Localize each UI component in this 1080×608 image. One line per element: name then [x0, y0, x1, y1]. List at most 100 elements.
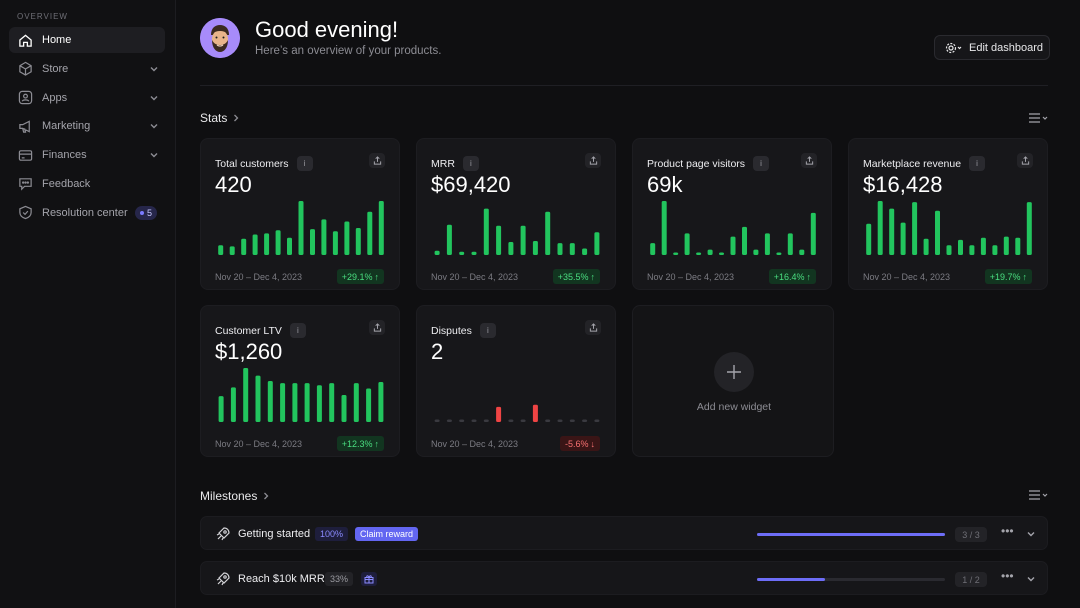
milestone-progress-fill: [757, 533, 945, 536]
sidebar-item-label: Home: [42, 34, 72, 46]
chart-bar: [471, 251, 477, 255]
chart-bar: [218, 245, 224, 255]
stat-card[interactable]: MRR i $69,420 Nov 20 – Dec 4, 2023 +35.5% ↑: [416, 138, 616, 290]
sidebar-item-apps[interactable]: Apps: [9, 85, 165, 111]
chart-bar: [304, 383, 310, 422]
stat-card-delta: +29.1% ↑: [336, 269, 384, 284]
stat-card-title-label: Total customers: [215, 157, 289, 170]
stat-card-title: Total customers i: [215, 156, 313, 171]
sidebar-item-home[interactable]: Home: [9, 27, 165, 53]
chart-bar: [545, 419, 551, 422]
chevron-down-icon[interactable]: [1026, 529, 1036, 539]
chart-bar: [316, 385, 322, 422]
sidebar-item-finances[interactable]: Finances: [9, 142, 165, 168]
info-icon[interactable]: i: [296, 156, 313, 171]
chart-bar: [969, 245, 975, 255]
sidebar-item-label: Marketing: [42, 120, 91, 133]
more-options-icon[interactable]: •••: [1001, 524, 1014, 538]
arrow-up-icon: ↑: [374, 271, 380, 282]
chart-bar: [332, 231, 338, 255]
page-title: Good evening!: [255, 17, 399, 42]
stat-card-delta: +16.4% ↑: [768, 269, 816, 284]
info-icon[interactable]: i: [289, 323, 306, 338]
sidebar-item-resolution-center[interactable]: Resolution center 5: [9, 200, 165, 226]
stat-card-title-label: Customer LTV: [215, 324, 282, 337]
gift-icon[interactable]: [361, 572, 377, 586]
chart-bar: [912, 202, 918, 255]
milestones-menu-icon[interactable]: [1028, 489, 1050, 501]
arrow-up-icon: ↑: [590, 271, 596, 282]
milestone-row[interactable]: Getting started 100% Claim reward 3 / 3 …: [200, 516, 1048, 550]
chart-bar: [866, 223, 872, 255]
edit-dashboard-button[interactable]: Edit dashboard: [934, 35, 1050, 60]
stat-card-date-range: Nov 20 – Dec 4, 2023: [431, 272, 519, 282]
share-icon[interactable]: [369, 320, 385, 335]
share-icon[interactable]: [369, 153, 385, 168]
milestones-section-title[interactable]: Milestones: [200, 489, 270, 503]
chart-bar: [787, 233, 793, 255]
shield-icon: [17, 205, 33, 221]
chevron-down-icon: [150, 153, 158, 158]
chart-bar: [696, 252, 702, 255]
chevron-right-icon: [264, 492, 269, 500]
info-icon[interactable]: i: [479, 323, 496, 338]
stat-card[interactable]: Marketplace revenue i $16,428 Nov 20 – Dec …: [848, 138, 1048, 290]
chart-bar: [252, 234, 258, 255]
chart-bar: [353, 383, 359, 422]
stat-card[interactable]: Total customers i 420 Nov 20 – Dec 4, 2023 +…: [200, 138, 400, 290]
sidebar-item-feedback[interactable]: Feedback: [9, 171, 165, 197]
stats-section-title[interactable]: Stats: [200, 111, 240, 125]
sidebar-nav: Home Store Apps Marketing: [9, 27, 165, 229]
info-icon[interactable]: i: [969, 156, 986, 171]
stat-card-value: 2: [431, 339, 444, 364]
info-icon[interactable]: i: [753, 156, 770, 171]
chart-bar: [434, 419, 440, 422]
stat-card[interactable]: Product page visitors i 69k Nov 20 – Dec 4,…: [632, 138, 832, 290]
claim-reward-button[interactable]: Claim reward: [355, 527, 419, 541]
sidebar-item-marketing[interactable]: Marketing: [9, 113, 165, 139]
stats-menu-icon[interactable]: [1028, 112, 1050, 124]
chart-bar: [267, 381, 273, 422]
stat-card-title-label: Disputes: [431, 324, 472, 337]
share-icon[interactable]: [585, 320, 601, 335]
chart-bar: [378, 201, 384, 255]
chart-bar: [344, 221, 350, 255]
milestone-progress: [757, 578, 945, 581]
chart-bar: [557, 243, 563, 255]
more-options-icon[interactable]: •••: [1001, 569, 1014, 583]
chart-bar: [900, 222, 906, 255]
stat-card-date-range: Nov 20 – Dec 4, 2023: [431, 439, 519, 449]
chart-bar: [367, 211, 373, 255]
chart-bar: [230, 387, 236, 422]
arrow-down-icon: ↓: [590, 438, 596, 449]
share-icon[interactable]: [801, 153, 817, 168]
stat-card[interactable]: Customer LTV i $1,260 Nov 20 – Dec 4, 2023 +…: [200, 305, 400, 457]
chart-bar: [321, 219, 327, 255]
sidebar-item-label: Feedback: [42, 177, 91, 190]
add-widget-card[interactable]: Add new widget: [632, 305, 834, 457]
chart-bar: [889, 208, 895, 255]
chart-bar: [275, 230, 281, 255]
chevron-down-icon[interactable]: [1026, 574, 1036, 584]
share-icon[interactable]: [585, 153, 601, 168]
stat-card-date-range: Nov 20 – Dec 4, 2023: [647, 272, 735, 282]
chart-bar: [569, 419, 575, 422]
avatar[interactable]: [200, 18, 240, 58]
share-icon[interactable]: [1017, 153, 1033, 168]
sidebar-item-store[interactable]: Store: [9, 56, 165, 82]
chart-bar: [508, 419, 514, 422]
chart-bar: [557, 419, 563, 422]
chart-bar: [292, 383, 298, 422]
chart-bar: [923, 238, 929, 255]
chart-bar: [255, 375, 261, 422]
milestone-row[interactable]: Reach $10k MRR 33% 1 / 2 •••: [200, 561, 1048, 595]
info-icon[interactable]: i: [462, 156, 479, 171]
chart-bar: [520, 419, 526, 422]
badge-count: 5: [146, 207, 152, 218]
header-divider: [200, 85, 1048, 86]
stat-card-value: 420: [215, 172, 252, 197]
chart-bar: [496, 225, 502, 255]
stat-card[interactable]: Disputes i 2 Nov 20 – Dec 4, 2023 -5.6% ↓: [416, 305, 616, 457]
chart-bar: [483, 208, 489, 255]
chart-bar: [935, 210, 940, 255]
